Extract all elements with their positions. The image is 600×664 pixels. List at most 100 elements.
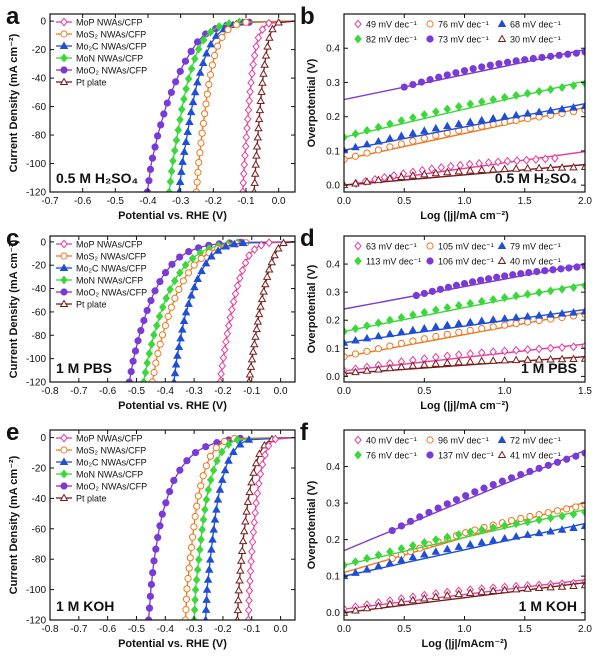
y-tick-label: -80 <box>32 555 47 566</box>
y-axis-label: Overpotential (V) <box>306 480 318 569</box>
data-point <box>420 360 429 368</box>
data-point <box>247 556 255 566</box>
data-point <box>202 595 211 603</box>
data-point <box>425 508 433 517</box>
y-tick-label: -40 <box>32 284 47 295</box>
data-point <box>412 291 420 300</box>
data-point <box>184 574 192 583</box>
legend-label: 63 mV dec⁻¹ <box>366 242 417 252</box>
data-point <box>452 281 461 290</box>
data-point <box>154 132 162 140</box>
data-point <box>245 369 255 378</box>
fit-line-MoN <box>344 508 585 566</box>
fit-line-MoN <box>344 283 585 333</box>
x-tick-label: 0.5 <box>397 624 411 635</box>
data-point <box>466 326 474 334</box>
data-point <box>197 254 205 263</box>
data-point <box>557 104 567 113</box>
x-tick-label: -0.4 <box>139 196 157 207</box>
data-point <box>223 329 232 339</box>
data-point <box>544 461 552 469</box>
data-point <box>190 523 198 531</box>
plot-area <box>143 17 295 192</box>
data-point <box>235 576 244 584</box>
data-point <box>212 505 221 513</box>
data-point <box>572 503 580 511</box>
data-point <box>229 297 238 307</box>
data-point <box>434 504 442 512</box>
data-point <box>181 307 191 316</box>
data-point <box>206 452 215 460</box>
data-point <box>176 67 184 75</box>
data-point <box>178 104 186 114</box>
data-point <box>191 512 199 521</box>
data-point <box>431 123 441 132</box>
data-point <box>535 344 543 354</box>
data-point <box>374 364 383 373</box>
data-point <box>244 615 253 620</box>
legend-marker <box>60 446 68 454</box>
data-point <box>478 63 486 71</box>
data-point <box>420 134 428 142</box>
legend-marker <box>59 41 69 49</box>
data-point <box>462 492 470 500</box>
y-tick-label: -60 <box>32 307 47 318</box>
data-point <box>476 276 485 284</box>
fit-line-MoP <box>344 343 585 372</box>
data-point <box>500 346 509 356</box>
legend-marker <box>497 256 507 264</box>
data-point <box>523 289 532 299</box>
data-point <box>190 605 199 615</box>
legend-marker <box>59 493 69 501</box>
data-point <box>194 492 202 500</box>
legend-label: 49 mV dec⁻¹ <box>366 20 417 30</box>
fit-line-MoS2 <box>344 106 585 161</box>
data-point <box>242 18 250 26</box>
data-point <box>232 21 241 29</box>
y-tick-label: -120 <box>26 378 46 389</box>
data-point <box>512 57 520 65</box>
x-tick-label: -0.2 <box>214 624 232 635</box>
series-line-Pt <box>236 436 295 620</box>
data-point <box>546 106 555 114</box>
data-point <box>242 132 251 142</box>
data-point <box>204 565 214 573</box>
legend-marker <box>354 435 362 445</box>
data-point <box>141 368 150 377</box>
data-point <box>546 343 555 353</box>
y-tick-label: -100 <box>26 159 46 170</box>
data-point <box>534 583 544 592</box>
x-axis-label: Log (|j|/mAcm⁻²) <box>422 638 508 650</box>
chart-panel-d: d Log (|j|/mA cm⁻²) Overpotential (V) 0.0 0.… <box>300 225 592 412</box>
data-point <box>351 142 360 151</box>
data-point <box>245 487 254 496</box>
data-point <box>465 540 475 548</box>
data-point <box>512 519 520 529</box>
data-point <box>523 517 532 527</box>
plot-frame <box>343 429 586 621</box>
data-point <box>435 73 443 81</box>
data-point <box>181 616 190 620</box>
legend-marker <box>60 433 68 443</box>
data-point <box>157 121 165 129</box>
data-point <box>246 566 255 576</box>
data-point <box>500 164 509 173</box>
data-point <box>477 97 486 107</box>
data-point <box>468 278 477 286</box>
data-point <box>409 137 417 145</box>
data-point <box>363 553 371 563</box>
data-point <box>263 42 272 50</box>
data-point <box>183 127 192 136</box>
data-point <box>252 42 260 52</box>
data-point <box>563 455 571 463</box>
data-point <box>512 116 520 125</box>
data-point <box>523 345 532 355</box>
data-point <box>546 526 555 535</box>
x-tick-label: -0.3 <box>186 386 204 397</box>
data-point <box>374 345 383 353</box>
data-point <box>511 110 521 119</box>
plot-frame <box>49 13 296 193</box>
legend-marker <box>354 450 362 460</box>
y-tick-label: 0 <box>40 433 46 444</box>
data-point <box>569 162 578 171</box>
